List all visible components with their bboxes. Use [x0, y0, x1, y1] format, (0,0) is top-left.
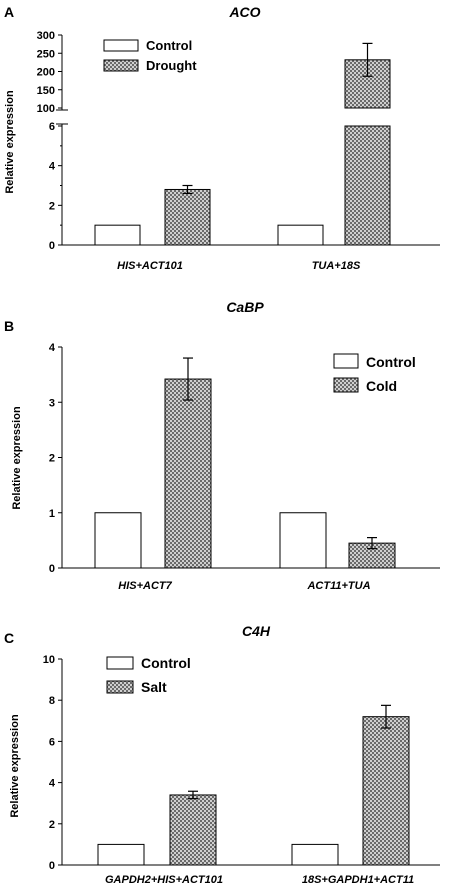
panel-a-bar-treatment — [164, 188, 211, 246]
panel-c-legend-swatch-treatment — [106, 680, 134, 694]
panel-c-title: C4H — [242, 623, 271, 639]
panel-a-legend-swatch-control — [103, 39, 139, 52]
panel-a-y-tick-label-upper: 200 — [37, 67, 55, 79]
panel-c-letter: C — [4, 630, 14, 646]
panel-b-legend-label-treatment: Cold — [366, 378, 397, 394]
panel-c-y-tick-label: 8 — [49, 695, 55, 707]
panel-a-plot: 100 150 200 250 300 0 2 4 6 HIS+ACT101 TUA+18S Cont… — [37, 30, 440, 272]
panel-c-bar-control — [97, 843, 145, 866]
panel-b-y-tick-label: 4 — [49, 342, 56, 354]
panel-b-y-tick-label: 2 — [49, 453, 55, 465]
panel-a-y-tick-label-lower: 2 — [49, 200, 55, 212]
panel-b-title: CaBP — [226, 299, 264, 315]
panel-b-bar-treatment — [348, 542, 396, 569]
panel-a-legend-swatch-treatment — [103, 59, 139, 72]
panel-a-bar-control — [277, 224, 324, 246]
panel-b: B CaBP Relative expression 0 1 2 3 4 HIS+ACT7… — [4, 299, 440, 592]
panel-c-y-tick-label: 10 — [43, 654, 55, 666]
panel-b-bar-control — [279, 512, 327, 569]
panel-b-legend-swatch-control — [333, 353, 359, 369]
panel-c-legend-swatch-control — [106, 656, 134, 670]
panel-c-y-axis-label: Relative expression — [9, 714, 21, 818]
panel-a: A ACO Relative expression 100 150 200 250 30… — [4, 4, 440, 272]
panel-c-x-tick-label: 18S+GAPDH1+ACT11 — [302, 874, 414, 886]
panel-c-bar-treatment — [362, 716, 410, 866]
panel-a-y-tick-label-upper: 150 — [37, 85, 55, 97]
panel-c-y-tick-label: 0 — [49, 860, 55, 872]
panel-a-x-tick-label: TUA+18S — [312, 260, 361, 272]
panel-b-legend-swatch-treatment — [333, 377, 359, 393]
panel-a-y-tick-label-upper: 300 — [37, 30, 55, 42]
panel-b-legend-label-control: Control — [366, 354, 416, 370]
panel-a-y-tick-label-lower: 0 — [49, 240, 55, 252]
panel-c-bar-control — [291, 843, 339, 866]
panel-a-legend-label-treatment: Drought — [146, 58, 197, 73]
panel-a-y-tick-label-upper: 250 — [37, 48, 55, 60]
panel-a-y-tick-label-lower: 4 — [49, 161, 56, 173]
panel-b-x-tick-label: ACT11+TUA — [306, 580, 370, 592]
panel-c-x-tick-label: GAPDH2+HIS+ACT101 — [105, 874, 223, 886]
panel-c-plot: 0 2 4 6 8 10 GAPDH2+HIS+ACT101 18S+GAPDH1+ACT11… — [43, 654, 440, 886]
panel-a-bar-control — [94, 224, 141, 246]
panel-b-plot: 0 1 2 3 4 HIS+ACT7 ACT11+TUA Control Cold — [49, 342, 440, 592]
panel-a-y-tick-label-lower: 6 — [49, 121, 55, 133]
panel-a-legend-label-control: Control — [146, 38, 192, 53]
panel-a-x-tick-label: HIS+ACT101 — [117, 260, 183, 272]
panel-a-bar-treatment-lower-segment — [344, 125, 391, 246]
panel-c-bar-treatment — [169, 794, 217, 866]
panel-a-title: ACO — [228, 4, 260, 20]
panel-b-y-tick-label: 1 — [49, 508, 55, 520]
panel-b-x-tick-label: HIS+ACT7 — [118, 580, 172, 592]
panel-c-y-tick-label: 2 — [49, 819, 55, 831]
panel-a-y-tick-label-upper: 100 — [37, 103, 55, 115]
panel-b-letter: B — [4, 318, 14, 334]
panel-b-y-tick-label: 0 — [49, 563, 55, 575]
panel-a-letter: A — [4, 4, 14, 20]
panel-c-y-tick-label: 6 — [49, 736, 55, 748]
panel-c: C C4H Relative expression 0 2 4 6 8 10 GAPDH2+… — [4, 623, 440, 886]
panel-a-y-axis-label: Relative expression — [4, 90, 16, 194]
panel-b-bar-control — [94, 512, 142, 569]
panel-b-y-tick-label: 3 — [49, 397, 55, 409]
panel-c-legend-label-control: Control — [141, 655, 191, 671]
panel-b-bar-treatment — [164, 378, 212, 569]
panel-c-legend-label-treatment: Salt — [141, 679, 167, 695]
panel-b-y-axis-label: Relative expression — [11, 406, 23, 510]
panel-c-y-tick-label: 4 — [49, 778, 56, 790]
